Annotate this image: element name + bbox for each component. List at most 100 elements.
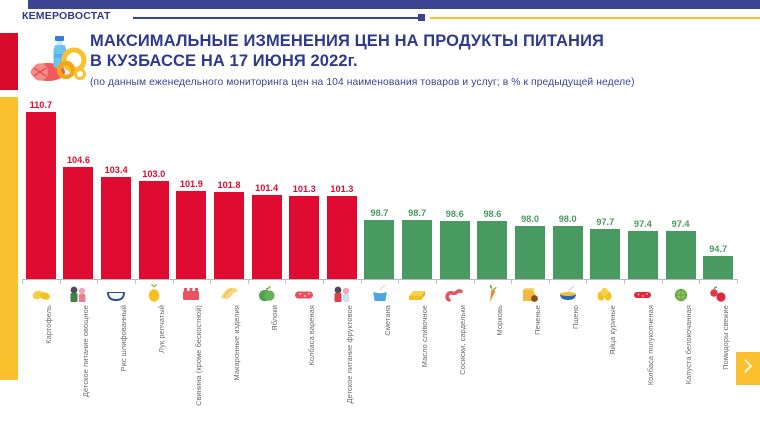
chart-bar[interactable] <box>176 190 207 280</box>
axis-tick <box>247 279 249 284</box>
bar-slot: 98.7 <box>361 100 399 280</box>
chart-bar[interactable] <box>477 220 508 280</box>
category-label: Колбаса вареная <box>307 305 317 366</box>
axis-tick <box>210 279 212 284</box>
chart-bar[interactable] <box>101 177 132 280</box>
axis-tick <box>360 279 362 284</box>
rice-bowl-icon <box>99 283 133 305</box>
category-label: Сосиски, сардельки <box>457 305 467 375</box>
bar-value-label: 94.7 <box>709 243 728 254</box>
bar-slot: 98.0 <box>511 100 549 280</box>
category-label: Масло сливочное <box>420 305 430 368</box>
chart-bar[interactable] <box>665 231 696 280</box>
page-title-line2: В КУЗБАССЕ НА 17 ИЮНЯ 2022г. <box>90 52 358 70</box>
bar-value-label: 97.7 <box>596 216 615 227</box>
axis-tick <box>699 279 701 284</box>
chart-bar[interactable] <box>439 220 470 280</box>
bar-slot: 98.6 <box>436 100 474 280</box>
bar-value-label: 98.6 <box>445 208 464 219</box>
axis-tick <box>398 279 400 284</box>
bar-slot: 98.7 <box>398 100 436 280</box>
apple-icon <box>250 283 284 305</box>
bar-value-label: 101.3 <box>292 184 316 195</box>
chart-bar[interactable] <box>63 166 94 280</box>
axis-tick <box>285 279 287 284</box>
sour-cream-icon <box>363 283 397 305</box>
axis-tick <box>172 279 174 284</box>
onion-icon <box>137 283 171 305</box>
axis-ticks <box>22 279 738 284</box>
category-label: Сметана <box>382 305 392 336</box>
chart-baseline-axis <box>22 279 737 280</box>
category-label: Свинина (кроме бескостной) <box>194 305 204 406</box>
axis-tick <box>548 279 550 284</box>
bar-slot: 110.7 <box>22 100 60 280</box>
bar-slot: 103.0 <box>135 100 173 280</box>
bar-value-label: 101.8 <box>217 179 241 190</box>
bar-slot: 98.0 <box>549 100 587 280</box>
bar-slot: 101.3 <box>285 100 323 280</box>
chart-bar[interactable] <box>402 219 433 280</box>
category-label: Картофель <box>43 305 53 344</box>
page-title-line1: МАКСИМАЛЬНЫЕ ИЗМЕНЕНИЯ ЦЕН НА ПРОДУКТЫ П… <box>90 32 604 50</box>
category-label: Лук репчатый <box>156 305 166 353</box>
pasta-icon <box>212 283 246 305</box>
bar-slot: 94.7 <box>699 100 737 280</box>
chart-bar[interactable] <box>364 219 395 280</box>
bar-value-label: 98.6 <box>483 208 502 219</box>
brand-rule-blue <box>133 17 418 19</box>
axis-tick <box>661 279 663 284</box>
category-label: Колбаса полукопченая <box>645 305 655 386</box>
cabbage-icon <box>664 283 698 305</box>
bar-value-label: 97.4 <box>671 219 690 230</box>
bar-chart: 110.7 104.6 103.4 103.0 101.9 101.8 101.4 101.3… <box>22 100 737 280</box>
boiled-sausage-icon <box>287 283 321 305</box>
baby-food-vegetable-icon <box>61 283 95 305</box>
food-illustration <box>28 30 90 88</box>
carrot-icon <box>475 283 509 305</box>
frankfurter-icon <box>438 283 472 305</box>
potato-icon <box>24 283 58 305</box>
category-labels-row: Картофель Детское питание овощное Рис шлиф… <box>22 305 737 415</box>
category-label: Детское питание фруктовое <box>344 305 354 404</box>
axis-tick <box>97 279 99 284</box>
category-label: Рис шлифованный <box>119 305 129 372</box>
bar-value-label: 101.4 <box>255 183 279 194</box>
bar-slot: 101.4 <box>248 100 286 280</box>
chart-bar[interactable] <box>703 255 734 280</box>
bar-value-label: 110.7 <box>29 99 53 110</box>
bar-value-label: 98.0 <box>521 214 539 224</box>
chart-bar[interactable] <box>326 196 357 280</box>
category-icons-row <box>22 283 737 305</box>
bar-value-label: 101.3 <box>330 184 354 195</box>
smoked-sausage-icon <box>626 283 660 305</box>
chart-bar[interactable] <box>552 226 583 280</box>
bar-value-label: 104.6 <box>66 154 90 165</box>
page-title: МАКСИМАЛЬНЫЕ ИЗМЕНЕНИЯ ЦЕН НА ПРОДУКТЫ П… <box>90 31 750 71</box>
chart-bar[interactable] <box>213 191 244 280</box>
category-label: Капуста белокочанная <box>683 305 693 385</box>
top-accent-bar <box>28 0 760 9</box>
bar-slot: 101.8 <box>210 100 248 280</box>
axis-tick <box>323 279 325 284</box>
bar-slot: 104.6 <box>60 100 98 280</box>
chart-bar[interactable] <box>251 195 282 280</box>
bar-value-label: 101.9 <box>179 178 203 189</box>
chart-bar[interactable] <box>289 196 320 280</box>
next-slide-button[interactable] <box>736 352 760 385</box>
chart-bar[interactable] <box>25 111 56 280</box>
chart-bar[interactable] <box>515 226 546 280</box>
chart-bar[interactable] <box>138 181 169 280</box>
tomato-icon <box>701 283 735 305</box>
category-label: Макаронные изделия <box>231 305 241 381</box>
brand-row: КЕМЕРОВОСТАТ <box>0 9 760 26</box>
chart-bar[interactable] <box>590 228 621 280</box>
bar-slot: 97.4 <box>662 100 700 280</box>
eggs-icon <box>588 283 622 305</box>
category-label: Помидоры свежие <box>721 305 731 370</box>
page-subtitle: (по данным еженедельного мониторинга цен… <box>90 77 635 88</box>
bar-value-label: 98.0 <box>558 214 577 224</box>
chart-bar[interactable] <box>627 231 658 280</box>
axis-tick <box>134 279 136 284</box>
left-accent-block-red <box>0 33 18 90</box>
